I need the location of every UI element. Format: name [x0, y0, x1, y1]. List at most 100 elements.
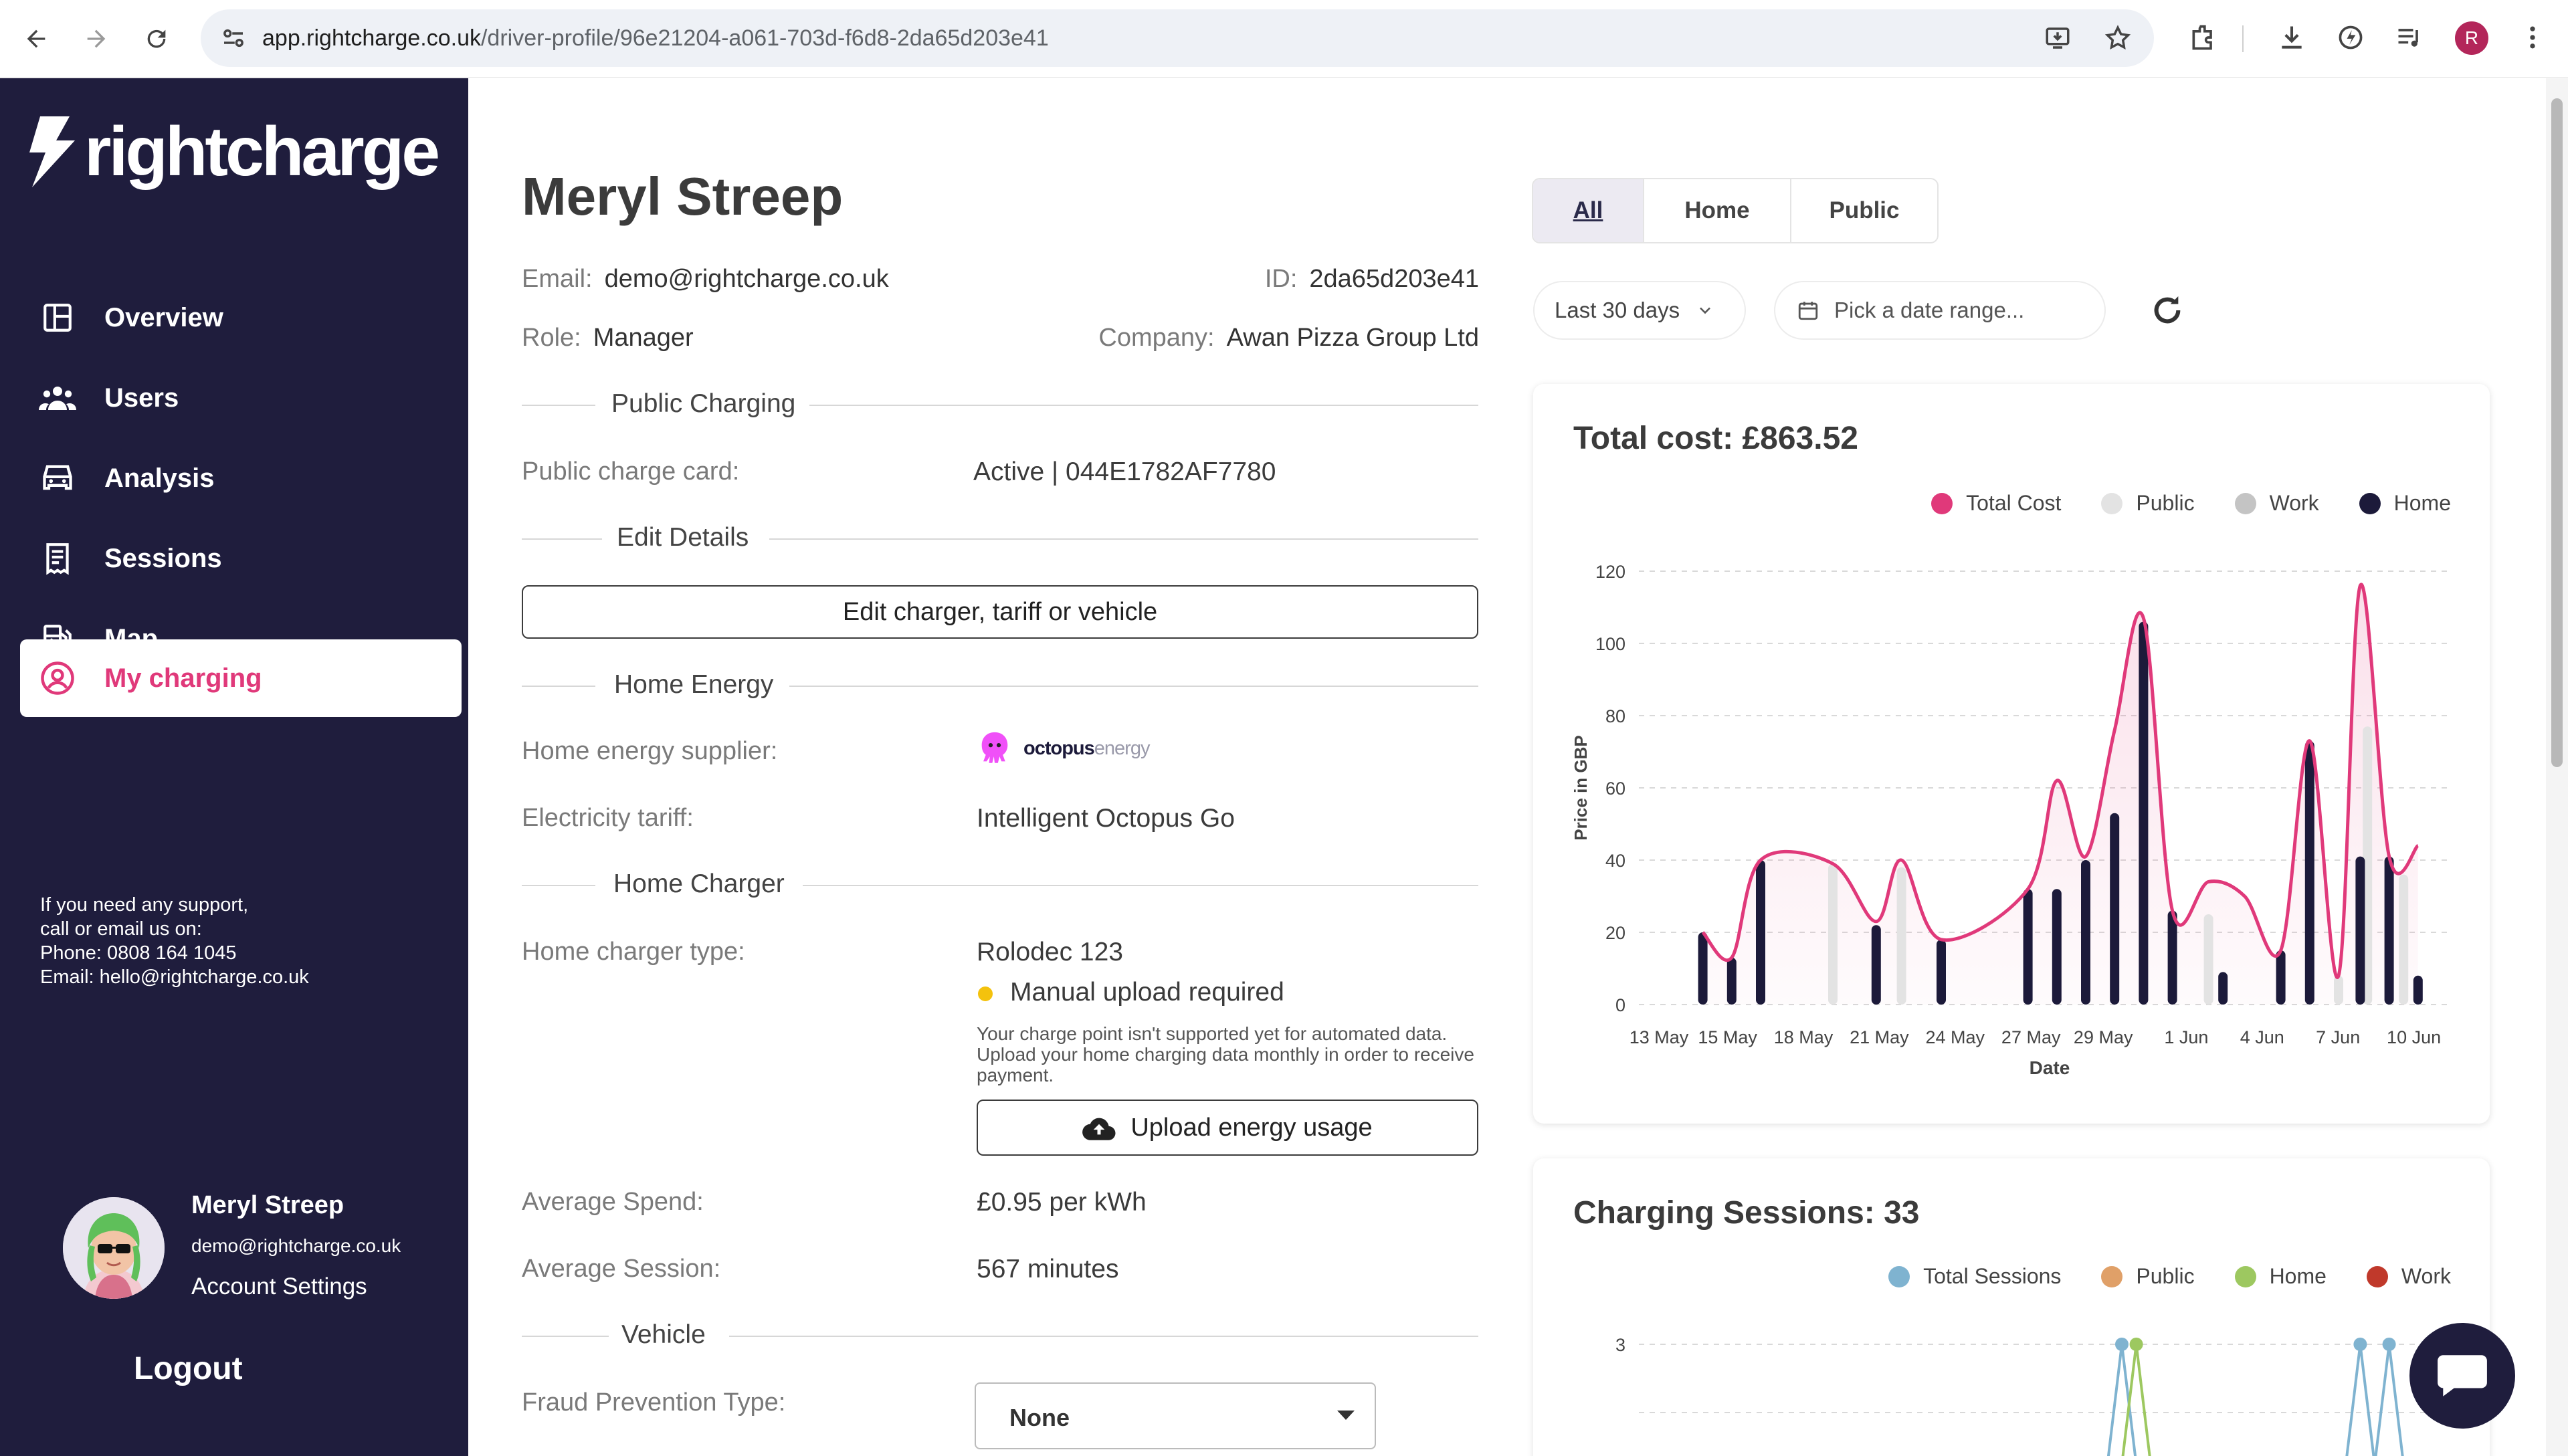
- tab-all[interactable]: All: [1533, 179, 1644, 242]
- public-bar: [1828, 863, 1838, 1005]
- logo-text: rightcharge: [84, 112, 440, 191]
- id-row: ID: 2da65d203e41: [1265, 265, 1479, 294]
- x-tick-label: 15 May: [1698, 1027, 1757, 1047]
- home-bar: [2304, 740, 2314, 1005]
- company-row: Company: Awan Pizza Group Ltd: [1098, 324, 1479, 352]
- divider: [769, 538, 1478, 540]
- legend-item[interactable]: Home: [2359, 491, 2451, 516]
- section-home-energy: Home Energy: [522, 669, 1478, 702]
- extensions-icon[interactable]: [2186, 20, 2221, 55]
- legend-dot: [2234, 1265, 2256, 1287]
- page-title: Meryl Streep: [522, 167, 844, 226]
- avg-spend-value: £0.95 per kWh: [977, 1188, 1147, 1217]
- forward-arrow-icon[interactable]: [75, 17, 118, 60]
- y-axis-label: Price in GBP: [1571, 735, 1591, 841]
- account-settings-link[interactable]: Account Settings: [191, 1273, 367, 1299]
- fraud-prevention-value: None: [1009, 1404, 1070, 1431]
- tab-home[interactable]: Home: [1644, 179, 1791, 242]
- legend-item[interactable]: Total Sessions: [1888, 1264, 2061, 1289]
- charger-type-value: Rolodec 123: [977, 938, 1123, 966]
- x-tick-label: 29 May: [2074, 1027, 2133, 1047]
- upload-energy-button[interactable]: Upload energy usage: [977, 1100, 1478, 1156]
- x-tick-label: 27 May: [2001, 1027, 2061, 1047]
- section-title: Public Charging: [611, 389, 796, 418]
- divider: [522, 1336, 609, 1337]
- sidebar-item-my-charging[interactable]: My charging: [20, 639, 462, 717]
- legend-item[interactable]: Public: [2101, 1264, 2195, 1289]
- divider: [809, 405, 1478, 406]
- home-bar: [1698, 932, 1708, 1005]
- browser-toolbar: app.rightcharge.co.uk/driver-profile/96e…: [0, 0, 2568, 78]
- total-sessions-line: [2374, 1344, 2404, 1456]
- date-range-picker[interactable]: Pick a date range...: [1774, 281, 2106, 340]
- more-menu-icon[interactable]: [2515, 20, 2550, 55]
- legend-item[interactable]: Work: [2234, 491, 2319, 516]
- divider: [522, 686, 595, 687]
- warning-dot-icon: [978, 986, 993, 1001]
- logo-text-octopus: octopus: [1023, 737, 1095, 759]
- legend-item[interactable]: Total Cost: [1931, 491, 2061, 516]
- home-bar: [2413, 975, 2423, 1005]
- avatar[interactable]: [63, 1197, 165, 1299]
- logo-text-energy: energy: [1094, 737, 1151, 759]
- period-value: Last 30 days: [1555, 298, 1680, 322]
- chat-support-button[interactable]: [2409, 1323, 2515, 1429]
- toolbar-divider: [2242, 25, 2244, 52]
- support-info: If you need any support, call or email u…: [40, 893, 309, 989]
- id-label: ID:: [1264, 265, 1298, 293]
- home-bar: [2355, 856, 2365, 1005]
- legend-item[interactable]: Home: [2234, 1264, 2327, 1289]
- y-tick-label: 40: [1605, 851, 1625, 871]
- sidebar-item-analysis[interactable]: Analysis: [20, 439, 462, 517]
- media-queue-icon[interactable]: [2392, 20, 2427, 55]
- avg-spend-label: Average Spend:: [522, 1188, 704, 1216]
- charger-type-label: Home charger type:: [522, 938, 745, 966]
- support-email: Email: hello@rightcharge.co.uk: [40, 966, 309, 988]
- home-bar: [2023, 889, 2033, 1005]
- car-icon: [39, 459, 76, 497]
- logout-button[interactable]: Logout: [134, 1351, 243, 1386]
- address-bar[interactable]: app.rightcharge.co.uk/driver-profile/96e…: [201, 9, 2154, 67]
- browser-profile-avatar[interactable]: R: [2455, 21, 2488, 55]
- performance-icon[interactable]: [2333, 20, 2368, 55]
- fraud-prevention-label: Fraud Prevention Type:: [522, 1388, 786, 1417]
- period-select[interactable]: Last 30 days: [1533, 281, 1746, 340]
- install-app-icon[interactable]: [2044, 24, 2072, 52]
- legend-item[interactable]: Work: [2366, 1264, 2451, 1289]
- chart-legend: Total Sessions Public Home Work: [1848, 1264, 2451, 1289]
- sidebar-item-sessions[interactable]: Sessions: [20, 520, 462, 597]
- public-bar: [2203, 914, 2213, 1005]
- url-host: app.rightcharge.co.uk: [262, 25, 481, 51]
- refresh-icon[interactable]: [2149, 292, 2186, 329]
- legend-item[interactable]: Public: [2101, 491, 2195, 516]
- y-tick-label: 60: [1605, 778, 1625, 799]
- home-bar: [2276, 950, 2286, 1005]
- public-bar: [2363, 726, 2373, 1005]
- upload-button-label: Upload energy usage: [1130, 1113, 1373, 1142]
- avg-session-value: 567 minutes: [977, 1255, 1119, 1283]
- sidebar-item-users[interactable]: Users: [20, 359, 462, 437]
- y-tick-label: 20: [1605, 923, 1625, 943]
- legend-label: Home: [2269, 1264, 2327, 1288]
- octopus-energy-logo: octopus energy: [975, 729, 1151, 768]
- edit-charger-button[interactable]: Edit charger, tariff or vehicle: [522, 585, 1478, 639]
- fraud-prevention-select[interactable]: None: [975, 1382, 1376, 1449]
- x-tick-label: 10 Jun: [2387, 1027, 2441, 1047]
- back-arrow-icon[interactable]: [15, 17, 58, 60]
- y-tick-label: 100: [1595, 634, 1625, 654]
- rightcharge-logo[interactable]: rightcharge: [29, 112, 440, 192]
- email-row: Email: demo@rightcharge.co.uk: [522, 265, 889, 294]
- x-tick-label: 24 May: [1926, 1027, 1985, 1047]
- bookmark-star-icon[interactable]: [2104, 24, 2132, 52]
- page-scrollbar[interactable]: [2546, 78, 2568, 1456]
- scrollbar-thumb[interactable]: [2551, 98, 2563, 767]
- chart-title: Total cost: £863.52: [1573, 421, 1858, 456]
- reload-icon[interactable]: [135, 17, 178, 60]
- tab-public[interactable]: Public: [1791, 179, 1937, 242]
- sidebar-item-overview[interactable]: Overview: [20, 279, 462, 356]
- home-bar: [2052, 889, 2062, 1005]
- chevron-down-icon: [1337, 1411, 1355, 1420]
- download-icon[interactable]: [2274, 20, 2309, 55]
- site-settings-icon[interactable]: [219, 24, 248, 52]
